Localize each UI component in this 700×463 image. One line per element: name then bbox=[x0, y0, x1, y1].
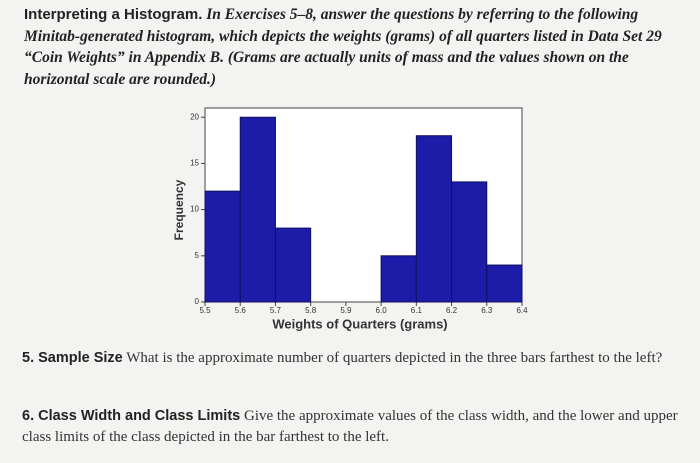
question-text: What is the approximate number of quarte… bbox=[126, 350, 663, 366]
x-tick-label: 6.2 bbox=[446, 306, 458, 315]
y-axis-label: Frequency bbox=[172, 179, 186, 240]
x-tick-label: 5.7 bbox=[270, 306, 282, 315]
intro-title: Interpreting a Histogram. bbox=[24, 6, 203, 23]
x-tick-label: 5.8 bbox=[305, 306, 317, 315]
y-tick-label: 20 bbox=[190, 112, 199, 121]
x-tick-label: 6.3 bbox=[481, 306, 493, 315]
y-tick-label: 15 bbox=[190, 159, 199, 168]
x-tick-label: 6.0 bbox=[376, 306, 388, 315]
intro: Interpreting a Histogram. In Exercises 5… bbox=[24, 4, 674, 90]
x-axis-label: Weights of Quarters (grams) bbox=[272, 316, 447, 331]
x-tick-label: 5.9 bbox=[340, 306, 352, 315]
y-tick-label: 0 bbox=[195, 297, 200, 306]
question: 6. Class Width and Class Limits Give the… bbox=[22, 406, 682, 448]
x-tick-label: 6.4 bbox=[516, 306, 528, 315]
y-tick-label: 10 bbox=[190, 205, 199, 214]
x-tick-label: 5.5 bbox=[199, 306, 211, 315]
x-tick-label: 6.1 bbox=[411, 306, 423, 315]
question-text: Give the approximate values of the class… bbox=[22, 408, 678, 445]
chart: Frequency Weights of Quarters (grams) 05… bbox=[172, 107, 528, 331]
x-tick-label: 5.6 bbox=[235, 306, 247, 315]
question-label: 5. Sample Size bbox=[22, 350, 123, 366]
bar bbox=[415, 135, 453, 303]
bar bbox=[486, 264, 523, 303]
bar bbox=[274, 227, 312, 303]
bar bbox=[239, 116, 276, 303]
question-label: 6. Class Width and Class Limits bbox=[22, 408, 241, 424]
y-tick-label: 5 bbox=[195, 251, 200, 260]
bar bbox=[380, 255, 417, 303]
intro-text: In Exercises 5–8, answer the questions b… bbox=[24, 6, 662, 88]
bar bbox=[204, 190, 241, 303]
bar bbox=[451, 181, 488, 303]
question: 5. Sample Size What is the approximate n… bbox=[22, 348, 682, 369]
